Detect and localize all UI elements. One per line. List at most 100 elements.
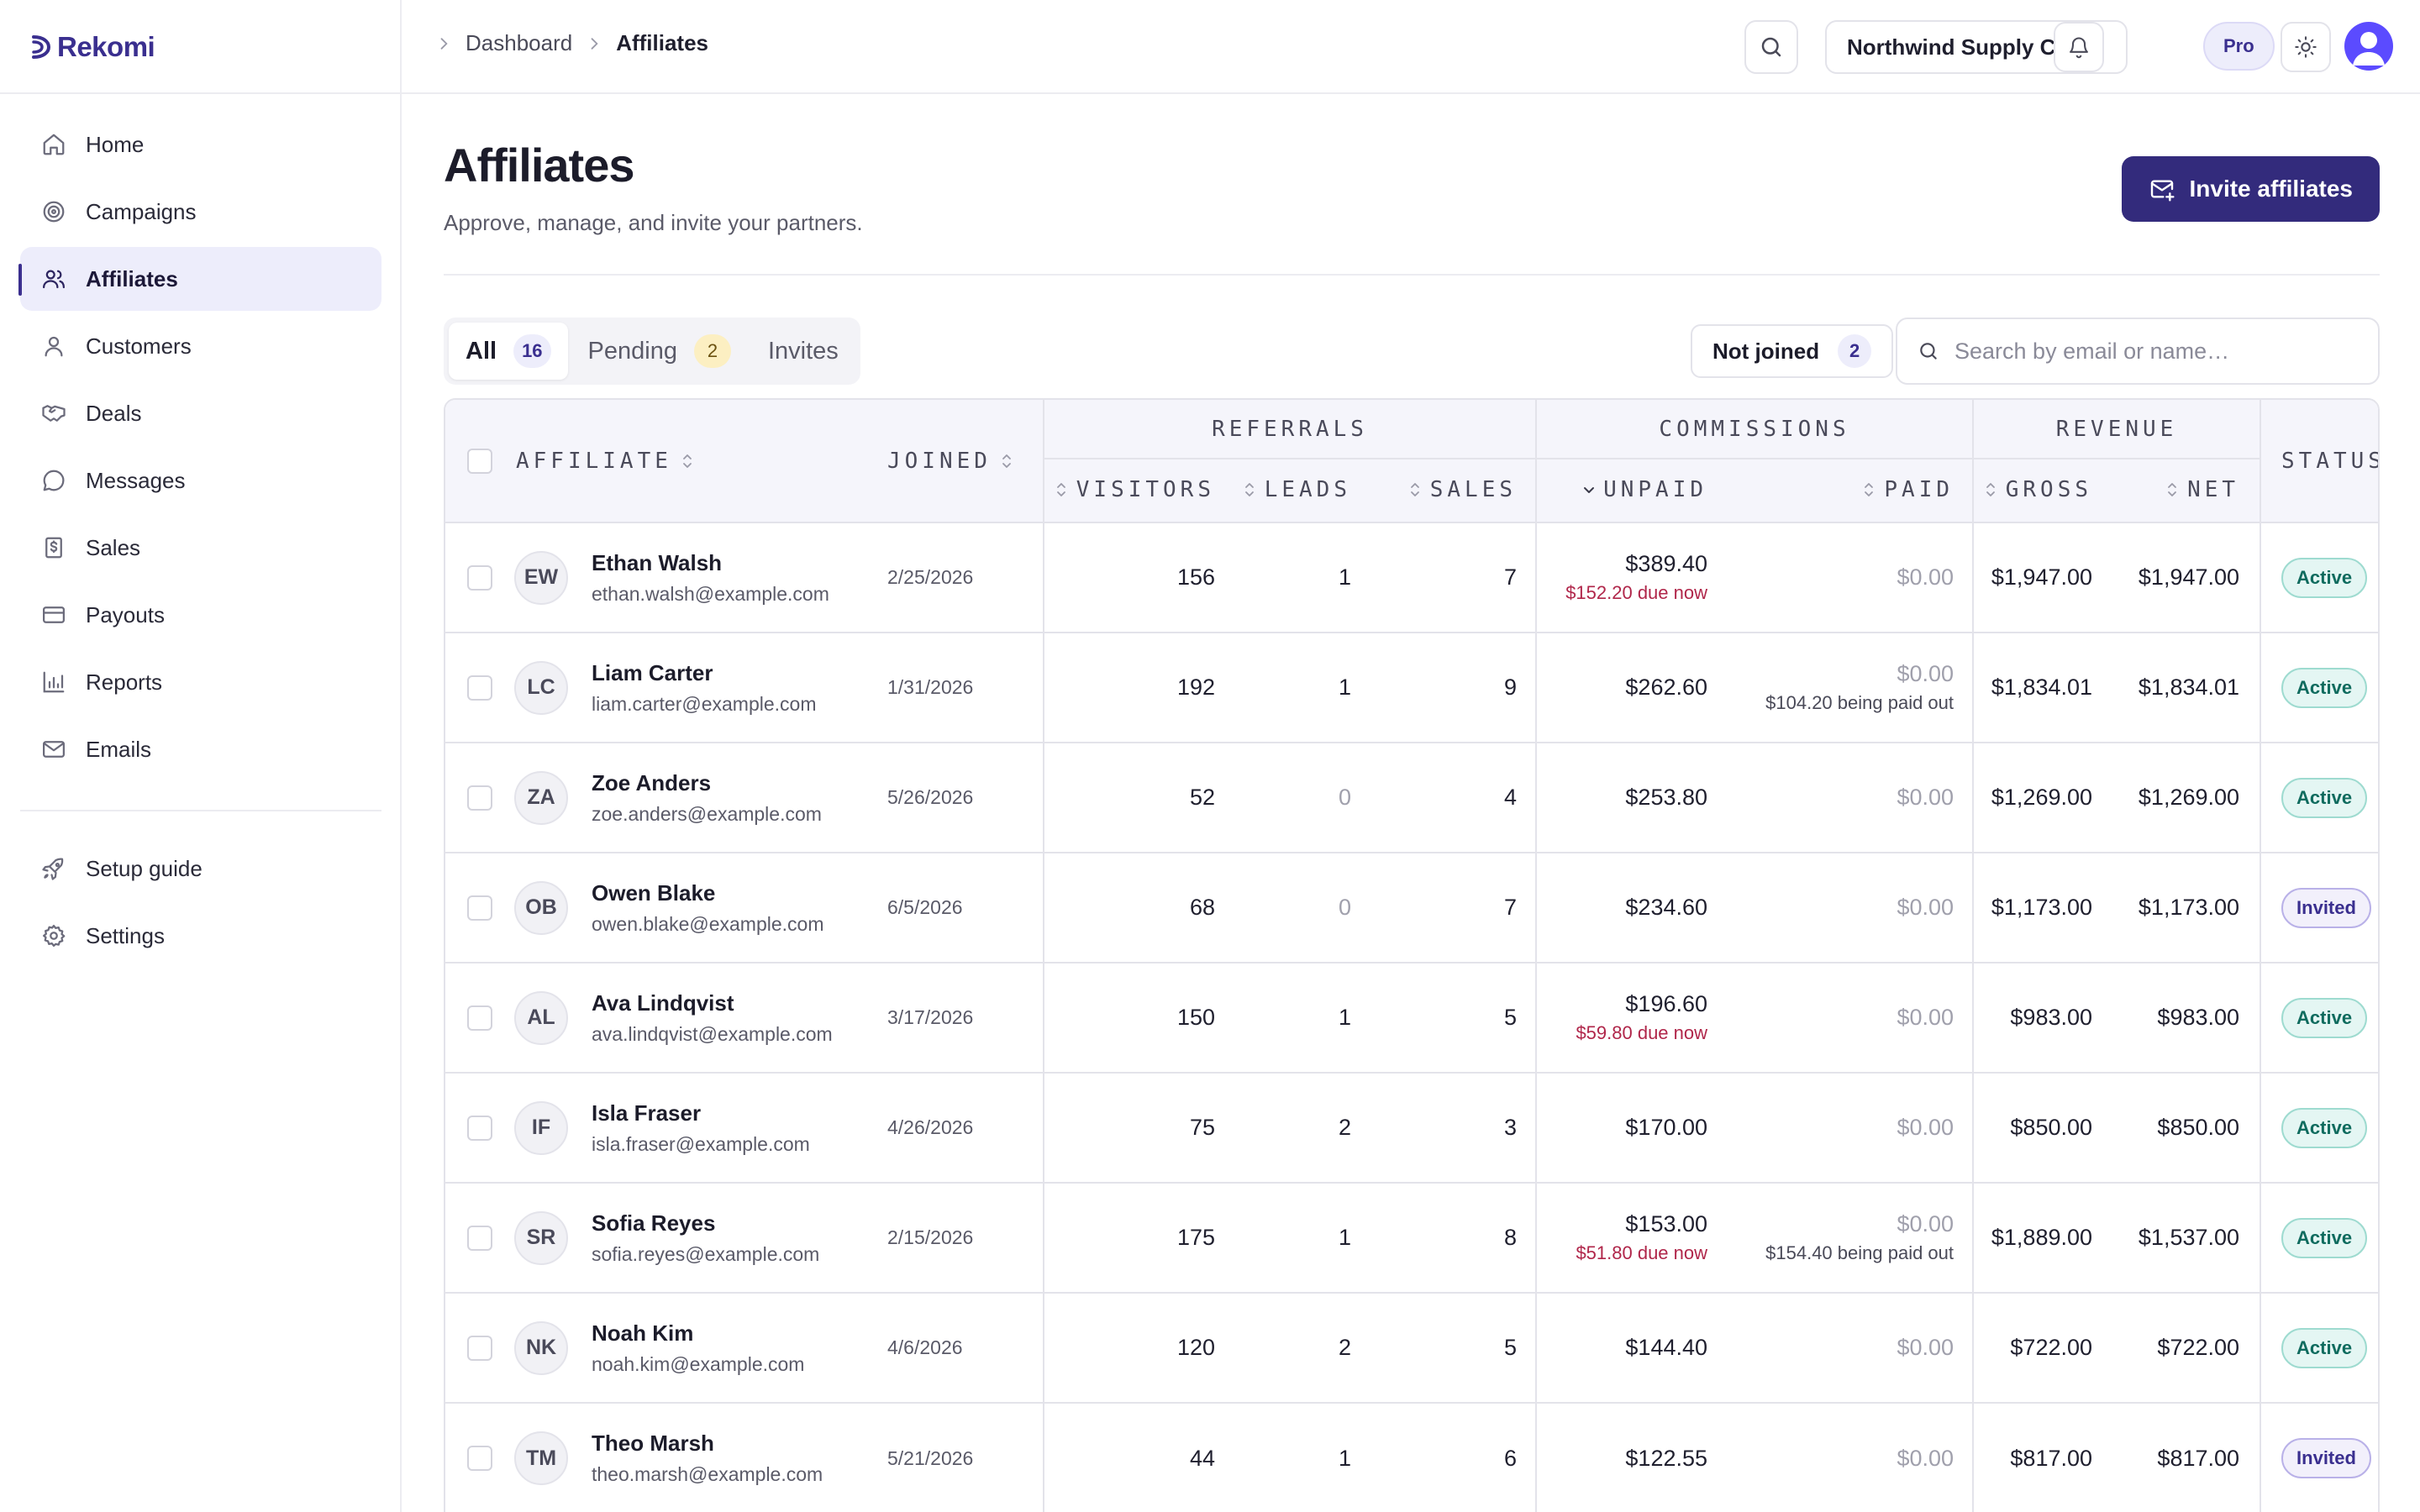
affiliates-table-container[interactable]: Affiliate Joined Referrals Commissions R… (444, 398, 2380, 1512)
search-icon (1759, 34, 1784, 60)
app-logo[interactable]: Rekomi (30, 30, 155, 64)
column-label: Unpaid (1603, 476, 1708, 502)
sidebar-item-messages[interactable]: Messages (20, 449, 381, 512)
row-checkbox[interactable] (467, 1005, 492, 1031)
affiliate-name[interactable]: Owen Blake (592, 879, 716, 906)
affiliate-name[interactable]: Ethan Walsh (592, 549, 723, 575)
column-header-sales[interactable]: Sales (1368, 458, 1537, 522)
breadcrumb-dashboard[interactable]: Dashboard (466, 30, 573, 55)
sidebar-item-payouts[interactable]: Payouts (20, 583, 381, 647)
status-badge[interactable]: Invited (2281, 1438, 2371, 1478)
sidebar-item-deals[interactable]: Deals (20, 381, 381, 445)
row-checkbox[interactable] (467, 1225, 492, 1251)
paid-value: $0.00 (1897, 895, 1954, 920)
paid-cell: $0.00 (1729, 852, 1974, 963)
affiliate-name[interactable]: Theo Marsh (592, 1431, 714, 1456)
sidebar-item-emails[interactable]: Emails (20, 717, 381, 781)
search-input[interactable] (1954, 338, 2358, 365)
sidebar: Rekomi Home Campaigns Affiliates Custome… (0, 0, 402, 1512)
page-title: Affiliates (444, 139, 634, 192)
affiliate-name[interactable]: Ava Lindqvist (592, 990, 734, 1016)
joined-date: 4/26/2026 (879, 1072, 1044, 1183)
status-badge[interactable]: Active (2281, 667, 2368, 708)
column-header-visitors[interactable]: Visitors (1043, 458, 1235, 522)
table-row[interactable]: OB Owen Blake owen.blake@example.com 6/5… (445, 852, 2378, 963)
sidebar-item-reports[interactable]: Reports (20, 650, 381, 714)
payout-note: $104.20 being paid out (1765, 692, 1954, 713)
sales-value: 5 (1368, 962, 1537, 1073)
select-all-checkbox[interactable] (467, 448, 492, 474)
sidebar-item-setup-guide[interactable]: Setup guide (20, 837, 381, 900)
row-select-cell (445, 1072, 514, 1183)
affiliate-name[interactable]: Isla Fraser (592, 1100, 702, 1126)
paid-cell: $0.00 $154.40 being paid out (1729, 1182, 1974, 1293)
theme-toggle-button[interactable] (2281, 22, 2331, 72)
joined-date: 4/6/2026 (879, 1292, 1044, 1403)
leads-value: 1 (1235, 962, 1368, 1073)
sidebar-item-customers[interactable]: Customers (20, 314, 381, 378)
status-badge[interactable]: Active (2281, 1327, 2368, 1368)
status-badge[interactable]: Active (2281, 557, 2368, 598)
status-badge[interactable]: Active (2281, 997, 2368, 1038)
affiliate-name[interactable]: Noah Kim (592, 1320, 694, 1346)
tab-all[interactable]: All 16 (449, 323, 568, 380)
tab-pending[interactable]: Pending 2 (571, 323, 748, 380)
search-icon (1918, 340, 1939, 362)
not-joined-filter-button[interactable]: Not joined 2 (1691, 324, 1894, 378)
search-button[interactable] (1744, 20, 1798, 74)
row-checkbox[interactable] (467, 895, 492, 921)
column-header-status[interactable]: Status (2260, 400, 2378, 522)
column-header-paid[interactable]: Paid (1729, 458, 1974, 522)
unpaid-value: $389.40 (1625, 551, 1708, 576)
sidebar-item-sales[interactable]: Sales (20, 516, 381, 580)
sidebar-item-affiliates[interactable]: Affiliates (18, 247, 381, 311)
table-row[interactable]: IF Isla Fraser isla.fraser@example.com 4… (445, 1072, 2378, 1183)
column-header-joined[interactable]: Joined (879, 400, 1044, 522)
gross-value: $1,269.00 (1972, 742, 2110, 853)
status-badge[interactable]: Active (2281, 1217, 2368, 1258)
tab-count-badge: 16 (513, 334, 551, 368)
status-badge[interactable]: Active (2281, 1107, 2368, 1148)
affiliate-name[interactable]: Sofia Reyes (592, 1210, 716, 1236)
column-header-gross[interactable]: Gross (1972, 458, 2110, 522)
row-checkbox[interactable] (467, 564, 492, 591)
row-checkbox[interactable] (467, 1446, 492, 1471)
tab-invites[interactable]: Invites (751, 323, 855, 380)
table-row[interactable]: SR Sofia Reyes sofia.reyes@example.com 2… (445, 1182, 2378, 1293)
row-checkbox[interactable] (467, 1115, 492, 1141)
table-row[interactable]: LC Liam Carter liam.carter@example.com 1… (445, 632, 2378, 743)
leads-value: 1 (1235, 1402, 1368, 1512)
table-row[interactable]: EW Ethan Walsh ethan.walsh@example.com 2… (445, 522, 2378, 633)
table-row[interactable]: ZA Zoe Anders zoe.anders@example.com 5/2… (445, 742, 2378, 853)
plan-badge[interactable]: Pro (2203, 22, 2275, 71)
sidebar-item-settings[interactable]: Settings (20, 904, 381, 968)
sales-value: 3 (1368, 1072, 1537, 1183)
notifications-button[interactable] (2054, 22, 2104, 72)
invite-affiliates-button[interactable]: Invite affiliates (2122, 156, 2380, 222)
table-row[interactable]: NK Noah Kim noah.kim@example.com 4/6/202… (445, 1292, 2378, 1403)
row-checkbox[interactable] (467, 785, 492, 811)
affiliate-name[interactable]: Liam Carter (592, 659, 713, 685)
column-header-unpaid[interactable]: Unpaid (1535, 458, 1730, 522)
table-row[interactable]: TM Theo Marsh theo.marsh@example.com 5/2… (445, 1402, 2378, 1512)
sidebar-item-home[interactable]: Home (20, 113, 381, 176)
search-field[interactable] (1896, 318, 2380, 385)
column-header-leads[interactable]: Leads (1235, 458, 1368, 522)
row-checkbox[interactable] (467, 675, 492, 701)
gross-value: $1,889.00 (1972, 1182, 2110, 1293)
row-checkbox[interactable] (467, 1335, 492, 1361)
affiliate-email: zoe.anders@example.com (592, 802, 822, 825)
user-avatar[interactable] (2344, 22, 2393, 71)
sidebar-item-label: Emails (86, 736, 152, 762)
status-cell: Active (2260, 1182, 2378, 1293)
status-badge[interactable]: Active (2281, 777, 2368, 818)
status-badge[interactable]: Invited (2281, 887, 2371, 928)
gross-value: $817.00 (1972, 1402, 2110, 1512)
affiliate-name[interactable]: Zoe Anders (592, 769, 712, 795)
table-row[interactable]: AL Ava Lindqvist ava.lindqvist@example.c… (445, 962, 2378, 1073)
column-header-net[interactable]: Net (2109, 458, 2261, 522)
visitors-value: 156 (1043, 522, 1235, 633)
sidebar-item-campaigns[interactable]: Campaigns (20, 180, 381, 244)
column-header-affiliate[interactable]: Affiliate (514, 400, 879, 522)
row-select-cell (445, 1292, 514, 1403)
